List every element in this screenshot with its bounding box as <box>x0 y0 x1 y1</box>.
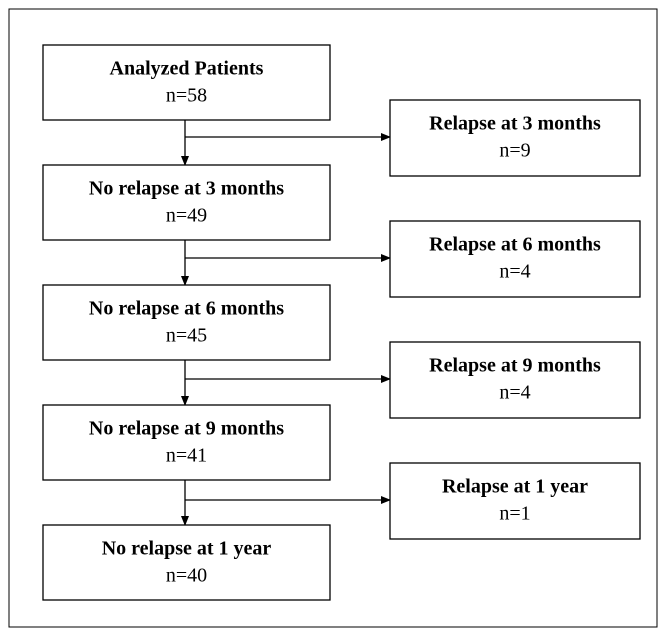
branch-count: n=4 <box>499 261 530 283</box>
node-count: n=40 <box>166 565 207 587</box>
node-label: No relapse at 3 months <box>89 178 284 200</box>
node-count: n=58 <box>166 85 207 107</box>
branch-count: n=1 <box>499 503 530 525</box>
node-label: No relapse at 6 months <box>89 298 284 320</box>
node-box <box>42 284 331 361</box>
node-box <box>42 404 331 481</box>
branch-box <box>389 220 641 298</box>
branch-box <box>389 462 641 540</box>
node-label: No relapse at 1 year <box>102 538 272 560</box>
branch-count: n=9 <box>499 140 530 162</box>
branch-label: Relapse at 9 months <box>429 355 601 377</box>
node-box <box>42 524 331 601</box>
node-count: n=49 <box>166 205 207 227</box>
node-count: n=41 <box>166 445 207 467</box>
node-count: n=45 <box>166 325 207 347</box>
branch-count: n=4 <box>499 382 530 404</box>
branch-label: Relapse at 1 year <box>442 476 588 498</box>
branch-label: Relapse at 6 months <box>429 234 601 256</box>
flow: Analyzed Patients n=58 No relapse at 3 mon… <box>42 44 641 601</box>
node-label: No relapse at 9 months <box>89 418 284 440</box>
branch-label: Relapse at 3 months <box>429 113 601 135</box>
node-box <box>42 44 331 121</box>
branch-box <box>389 341 641 419</box>
node-box <box>42 164 331 241</box>
node-label: Analyzed Patients <box>110 58 264 80</box>
frame <box>8 8 658 628</box>
branch-box <box>389 99 641 177</box>
